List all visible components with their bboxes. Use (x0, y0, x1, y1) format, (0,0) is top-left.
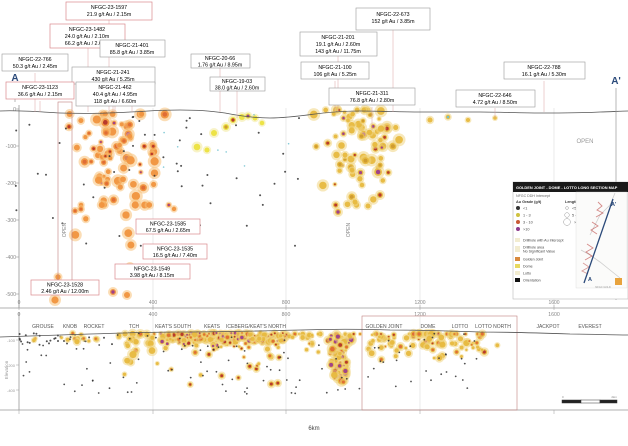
svg-text:Drillhole with Au Intercept: Drillhole with Au Intercept (523, 239, 564, 243)
svg-text:6km: 6km (308, 426, 319, 432)
svg-text:NFGC-22-766: NFGC-22-766 (18, 57, 51, 63)
svg-text:NFGC-23-1597: NFGC-23-1597 (91, 5, 127, 11)
svg-text:800: 800 (282, 300, 291, 306)
svg-text:16.1 g/t Au / 5.30m: 16.1 g/t Au / 5.30m (522, 72, 567, 78)
svg-text:KNOB: KNOB (63, 324, 78, 330)
svg-text:19.1 g/t Au / 2.60m: 19.1 g/t Au / 2.60m (316, 42, 361, 48)
svg-text:85.8 g/t Au / 3.85m: 85.8 g/t Au / 3.85m (110, 50, 155, 56)
svg-text:OPEN: OPEN (62, 223, 68, 238)
svg-text:No Significant Value: No Significant Value (523, 250, 555, 254)
svg-text:GOLDEN JOINT - DOME - LOTTO LO: GOLDEN JOINT - DOME - LOTTO LONG SECTION… (516, 185, 618, 190)
svg-text:-200: -200 (6, 181, 16, 187)
svg-text:-400: -400 (6, 255, 16, 261)
svg-text:NFGC-23-1585: NFGC-23-1585 (150, 222, 186, 228)
svg-text:Au Grade (g/t): Au Grade (g/t) (516, 200, 542, 204)
svg-text:NFGC-21-241: NFGC-21-241 (96, 70, 129, 76)
svg-text:3.98 g/t Au / 8.15m: 3.98 g/t Au / 8.15m (130, 273, 175, 279)
svg-text:NFGC-21-100: NFGC-21-100 (318, 65, 351, 71)
svg-text:NFGC-19-03: NFGC-19-03 (222, 79, 252, 85)
svg-text:Dome: Dome (523, 265, 533, 269)
svg-text:JACKPOT: JACKPOT (536, 324, 559, 330)
svg-text:1600: 1600 (548, 312, 560, 318)
svg-text:KEAT'S SOUTH: KEAT'S SOUTH (155, 324, 191, 330)
svg-text:-500: -500 (6, 292, 16, 298)
svg-text:NFGC-23-1549: NFGC-23-1549 (134, 267, 170, 273)
svg-text:NFGC-21-311: NFGC-21-311 (356, 91, 389, 97)
svg-text:50.3 g/t Au / 2.45m: 50.3 g/t Au / 2.45m (13, 64, 58, 70)
svg-text:DOME: DOME (421, 324, 437, 330)
svg-text:1 - 3: 1 - 3 (523, 214, 531, 218)
svg-text:Elevation: Elevation (4, 360, 9, 379)
svg-text:3 - 10: 3 - 10 (523, 221, 533, 225)
svg-text:NFGC-23-1535: NFGC-23-1535 (157, 247, 193, 253)
svg-text:143 g/t Au / 11.75m: 143 g/t Au / 11.75m (315, 49, 361, 55)
svg-text:GOLDEN JOINT: GOLDEN JOINT (366, 324, 403, 330)
svg-text:-300: -300 (6, 218, 16, 224)
svg-text:ICEBERG/KEAT'S NORTH: ICEBERG/KEAT'S NORTH (226, 324, 286, 330)
svg-text:400: 400 (149, 300, 158, 306)
svg-text:KEATS: KEATS (204, 324, 221, 330)
svg-text:NFGC-23-1482: NFGC-23-1482 (69, 27, 105, 33)
svg-text:1.76 g/t Au / 8.95m: 1.76 g/t Au / 8.95m (198, 63, 243, 69)
svg-text:NFGC-22-673: NFGC-22-673 (376, 12, 409, 18)
svg-text:LOTTO: LOTTO (452, 324, 469, 330)
svg-text:A': A' (611, 76, 621, 87)
svg-text:NFGC-22-788: NFGC-22-788 (527, 65, 560, 71)
svg-text:OPEN: OPEN (576, 139, 593, 145)
svg-text:NFGC-23-1123: NFGC-23-1123 (22, 85, 58, 91)
svg-text:NFGC-22-646: NFGC-22-646 (478, 93, 511, 99)
svg-text:152 g/t Au / 3.85m: 152 g/t Au / 3.85m (372, 19, 416, 25)
svg-text:67.5 g/t Au / 2.65m: 67.5 g/t Au / 2.65m (146, 228, 191, 234)
svg-text:LOTTO NORTH: LOTTO NORTH (475, 324, 511, 330)
svg-text:Orientation: Orientation (523, 279, 541, 283)
svg-text:NFGC-21-462: NFGC-21-462 (98, 85, 131, 91)
svg-text:<5: <5 (572, 207, 576, 211)
svg-text:16.5 g/t Au / 7.40m: 16.5 g/t Au / 7.40m (153, 253, 198, 259)
svg-text:<1: <1 (523, 207, 527, 211)
svg-text:EVEREST: EVEREST (578, 324, 601, 330)
svg-text:NFGC-23-1528: NFGC-23-1528 (47, 283, 83, 289)
svg-text:NFGC-20-66: NFGC-20-66 (205, 56, 235, 62)
svg-text:Lotto: Lotto (523, 272, 531, 276)
svg-text:2km: 2km (611, 395, 617, 399)
svg-text:OPEN: OPEN (346, 223, 352, 238)
svg-text:NFGC DDH Intercept: NFGC DDH Intercept (516, 194, 550, 198)
svg-text:118 g/t Au / 6.60m: 118 g/t Au / 6.60m (94, 99, 137, 105)
svg-text:21.9 g/t Au / 2.15m: 21.9 g/t Au / 2.15m (87, 12, 132, 18)
svg-text:2.46 g/t Au / 12.00m: 2.46 g/t Au / 12.00m (41, 289, 89, 295)
svg-text:38.0 g/t Au / 2.60m: 38.0 g/t Au / 2.60m (215, 86, 260, 92)
svg-text:-100: -100 (7, 338, 16, 343)
svg-text:76.8 g/t Au / 2.80m: 76.8 g/t Au / 2.80m (350, 98, 395, 104)
svg-text:-400: -400 (7, 388, 16, 393)
svg-text:40.4 g/t Au / 4.95m: 40.4 g/t Au / 4.95m (93, 92, 138, 98)
svg-text:1200: 1200 (414, 300, 425, 306)
svg-text:NFGC GOLD: NFGC GOLD (595, 285, 611, 289)
svg-text:NFGC-21-201: NFGC-21-201 (321, 35, 354, 41)
svg-text:TCH: TCH (129, 324, 140, 330)
svg-text:24.0 g/t Au / 2.10m: 24.0 g/t Au / 2.10m (65, 34, 110, 40)
svg-text:GROUSE: GROUSE (32, 324, 54, 330)
svg-text:A': A' (611, 202, 617, 208)
svg-text:0: 0 (18, 300, 21, 306)
svg-text:A: A (588, 277, 592, 283)
svg-text:1600: 1600 (548, 300, 559, 306)
svg-text:0: 0 (13, 107, 16, 113)
svg-text:NFGC-21-401: NFGC-21-401 (115, 43, 148, 49)
svg-text:>10: >10 (523, 228, 529, 232)
svg-text:Golden Joint: Golden Joint (523, 258, 543, 262)
svg-text:106 g/t Au / 5.25m: 106 g/t Au / 5.25m (314, 72, 358, 78)
svg-text:36.6 g/t Au / 2.15m: 36.6 g/t Au / 2.15m (18, 92, 63, 98)
svg-text:ROCKET: ROCKET (84, 324, 105, 330)
svg-text:4.72 g/t Au / 8.50m: 4.72 g/t Au / 8.50m (473, 100, 518, 106)
svg-text:-100: -100 (6, 144, 16, 150)
